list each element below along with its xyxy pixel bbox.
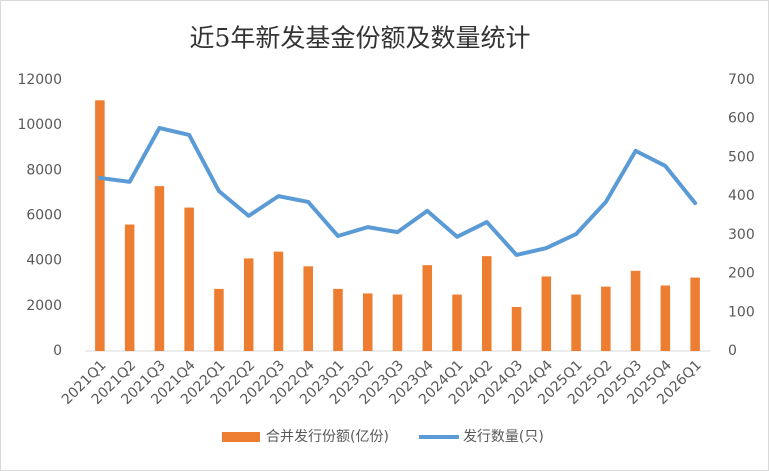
bar xyxy=(422,265,433,351)
legend-label: 发行数量(只) xyxy=(463,429,544,445)
bar xyxy=(273,251,284,351)
y2-tick-label: 500 xyxy=(728,149,755,165)
bar xyxy=(601,286,611,351)
bar xyxy=(95,100,105,351)
y-tick-label: 2000 xyxy=(26,298,62,314)
bar xyxy=(541,276,552,351)
y-tick-label: 8000 xyxy=(26,162,62,178)
bar xyxy=(690,277,700,351)
y-tick-label: 4000 xyxy=(26,253,62,269)
bar xyxy=(452,294,462,351)
bar xyxy=(362,293,373,351)
bar xyxy=(154,186,165,351)
bar xyxy=(124,224,135,351)
chart-title: 近5年新发基金份额及数量统计 xyxy=(190,24,531,53)
y-tick-label: 12000 xyxy=(17,72,62,88)
y-tick-label: 0 xyxy=(53,343,62,359)
bar xyxy=(303,266,313,351)
bar xyxy=(482,256,492,351)
bar xyxy=(184,207,194,351)
bar xyxy=(571,294,581,351)
bar xyxy=(660,285,671,351)
legend-swatch xyxy=(222,432,260,442)
line xyxy=(97,126,698,257)
bar xyxy=(392,294,403,351)
y2-tick-label: 0 xyxy=(728,343,737,359)
bar xyxy=(630,270,641,351)
y2-tick-label: 600 xyxy=(728,111,755,127)
y2-tick-label: 200 xyxy=(728,266,755,282)
y-tick-label: 6000 xyxy=(26,208,62,224)
bar xyxy=(214,288,224,351)
y2-tick-label: 300 xyxy=(728,227,755,243)
y-tick-label: 10000 xyxy=(17,117,62,133)
legend-label: 合并发行份额(亿份) xyxy=(266,429,389,445)
bar xyxy=(333,288,343,351)
y2-tick-label: 400 xyxy=(728,188,755,204)
bar xyxy=(243,258,254,351)
y2-tick-label: 700 xyxy=(728,72,755,88)
y2-tick-label: 100 xyxy=(728,304,755,320)
bar xyxy=(511,306,522,351)
